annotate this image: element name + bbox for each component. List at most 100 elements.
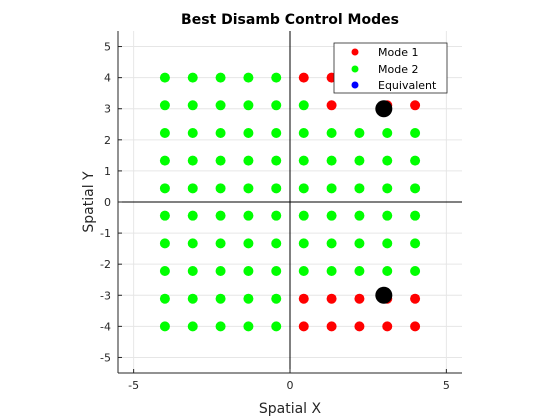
point-mode-2 (188, 73, 198, 83)
point-mode-2 (299, 156, 309, 166)
legend-marker-equivalent (352, 82, 359, 89)
legend-marker-mode-1 (352, 49, 359, 56)
point-mode-2 (410, 211, 420, 221)
point-mode-1 (410, 321, 420, 331)
point-mode-2 (410, 238, 420, 248)
legend-label-mode-1: Mode 1 (378, 46, 418, 59)
point-mode-2 (243, 128, 253, 138)
point-mode-2 (216, 266, 226, 276)
point-mode-2 (327, 156, 337, 166)
point-mode-2 (271, 211, 281, 221)
point-mode-2 (160, 211, 170, 221)
point-mode-2 (410, 128, 420, 138)
point-mode-2 (243, 211, 253, 221)
point-mode-2 (188, 321, 198, 331)
y-tick-label: 4 (104, 72, 111, 85)
point-mode-2 (354, 211, 364, 221)
point-mode-1 (382, 321, 392, 331)
point-mode-2 (327, 183, 337, 193)
point-mode-2 (243, 156, 253, 166)
point-mode-2 (327, 266, 337, 276)
point-mode-1 (327, 294, 337, 304)
point-mode-2 (382, 238, 392, 248)
point-mode-1 (410, 100, 420, 110)
legend-marker-mode-2 (352, 66, 359, 73)
point-mode-2 (216, 156, 226, 166)
point-mode-2 (188, 238, 198, 248)
point-mode-2 (382, 156, 392, 166)
point-mode-2 (243, 238, 253, 248)
point-mode-1 (354, 294, 364, 304)
point-mode-2 (160, 183, 170, 193)
y-tick-label: -3 (100, 289, 111, 302)
point-mode-2 (410, 183, 420, 193)
point-mode-2 (271, 100, 281, 110)
point-mode-2 (327, 211, 337, 221)
point-mode-2 (271, 183, 281, 193)
point-mode-2 (216, 211, 226, 221)
point-mode-2 (216, 73, 226, 83)
point-mode-1 (354, 321, 364, 331)
point-mode-2 (354, 266, 364, 276)
y-tick-label: 0 (104, 196, 111, 209)
y-tick-label: -4 (100, 320, 111, 333)
point-mode-2 (160, 238, 170, 248)
point-mode-2 (243, 73, 253, 83)
point-mode-2 (216, 238, 226, 248)
y-tick-label: 1 (104, 165, 111, 178)
point-mode-2 (188, 183, 198, 193)
y-tick-label: -1 (100, 227, 111, 240)
point-mode-2 (327, 238, 337, 248)
point-mode-2 (382, 211, 392, 221)
point-mode-2 (243, 100, 253, 110)
point-mode-2 (160, 128, 170, 138)
point-mode-1 (327, 321, 337, 331)
position-marker (375, 287, 392, 304)
point-mode-2 (160, 156, 170, 166)
y-axis-label: Spatial Y (81, 171, 97, 233)
point-mode-2 (299, 211, 309, 221)
y-tick-label: 3 (104, 103, 111, 116)
point-mode-2 (216, 294, 226, 304)
point-mode-1 (299, 321, 309, 331)
x-tick-label: -5 (128, 379, 139, 392)
point-mode-2 (299, 128, 309, 138)
point-mode-2 (382, 183, 392, 193)
point-mode-2 (188, 266, 198, 276)
point-mode-2 (188, 294, 198, 304)
point-mode-2 (271, 238, 281, 248)
y-tick-label: 2 (104, 134, 111, 147)
point-mode-1 (410, 294, 420, 304)
point-mode-1 (327, 100, 337, 110)
point-mode-2 (354, 156, 364, 166)
point-mode-2 (160, 73, 170, 83)
point-mode-2 (382, 266, 392, 276)
point-mode-2 (271, 266, 281, 276)
point-mode-2 (160, 100, 170, 110)
point-mode-2 (271, 128, 281, 138)
point-mode-2 (327, 128, 337, 138)
point-mode-2 (299, 183, 309, 193)
point-mode-2 (216, 128, 226, 138)
point-mode-2 (188, 211, 198, 221)
point-mode-2 (271, 156, 281, 166)
point-mode-2 (160, 266, 170, 276)
position-marker (375, 100, 392, 117)
point-mode-2 (243, 321, 253, 331)
x-tick-label: 5 (443, 379, 450, 392)
point-mode-2 (160, 321, 170, 331)
y-tick-label: 5 (104, 41, 111, 54)
point-mode-2 (160, 294, 170, 304)
point-mode-2 (243, 294, 253, 304)
point-mode-2 (188, 128, 198, 138)
point-mode-2 (188, 100, 198, 110)
point-mode-1 (299, 73, 309, 83)
point-mode-1 (299, 294, 309, 304)
point-mode-2 (354, 238, 364, 248)
point-mode-2 (299, 238, 309, 248)
point-mode-2 (410, 156, 420, 166)
legend-label-mode-2: Mode 2 (378, 63, 418, 76)
point-mode-2 (216, 321, 226, 331)
point-mode-2 (271, 321, 281, 331)
y-tick-label: -2 (100, 258, 111, 271)
